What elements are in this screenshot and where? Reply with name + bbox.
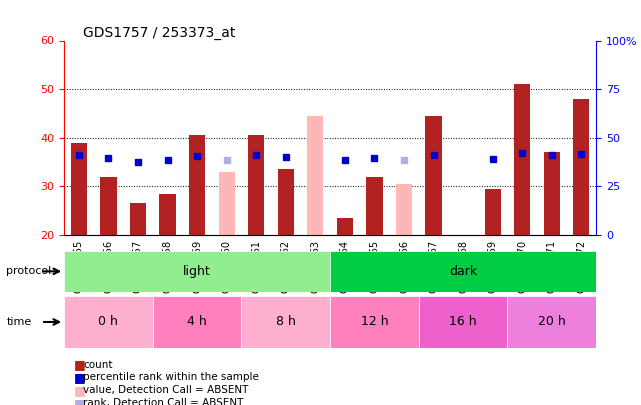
Text: ■: ■ [74, 358, 85, 371]
Text: ■: ■ [74, 384, 85, 397]
Text: 20 h: 20 h [538, 315, 565, 328]
Text: value, Detection Call = ABSENT: value, Detection Call = ABSENT [83, 386, 249, 395]
Bar [544, 152, 560, 235]
FancyBboxPatch shape [419, 296, 508, 348]
Bar [248, 135, 264, 235]
Bar [130, 203, 146, 235]
FancyBboxPatch shape [64, 251, 330, 292]
FancyBboxPatch shape [330, 251, 596, 292]
Text: 16 h: 16 h [449, 315, 477, 328]
Text: 12 h: 12 h [361, 315, 388, 328]
FancyBboxPatch shape [330, 296, 419, 348]
Bar [160, 194, 176, 235]
Bar [485, 189, 501, 235]
Text: 4 h: 4 h [187, 315, 207, 328]
Bar [278, 169, 294, 235]
Bar [573, 99, 590, 235]
Text: rank, Detection Call = ABSENT: rank, Detection Call = ABSENT [83, 399, 244, 405]
Text: count: count [83, 360, 113, 369]
Bar [100, 177, 117, 235]
Bar [71, 143, 87, 235]
Bar [189, 135, 205, 235]
Text: 8 h: 8 h [276, 315, 296, 328]
Text: light: light [183, 265, 211, 278]
Bar [337, 218, 353, 235]
Bar [219, 172, 235, 235]
Text: GDS1757 / 253373_at: GDS1757 / 253373_at [83, 26, 236, 40]
FancyBboxPatch shape [64, 296, 153, 348]
Text: time: time [6, 317, 31, 327]
FancyBboxPatch shape [153, 296, 242, 348]
Text: ■: ■ [74, 397, 85, 405]
Bar [514, 84, 530, 235]
FancyBboxPatch shape [242, 296, 330, 348]
Bar [396, 184, 412, 235]
Text: ■: ■ [74, 371, 85, 384]
Bar [366, 177, 383, 235]
Text: 0 h: 0 h [99, 315, 119, 328]
Text: protocol: protocol [6, 266, 52, 276]
Text: dark: dark [449, 265, 477, 278]
FancyBboxPatch shape [508, 296, 596, 348]
Bar [426, 116, 442, 235]
Text: percentile rank within the sample: percentile rank within the sample [83, 373, 259, 382]
Bar [307, 116, 324, 235]
